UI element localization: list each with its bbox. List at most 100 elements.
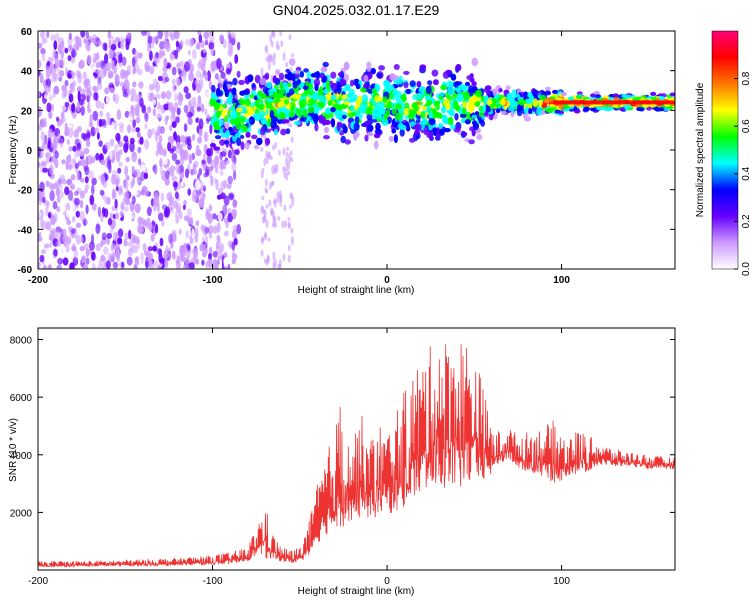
spectrogram-cell [207, 213, 214, 224]
spectrogram-cell [98, 140, 103, 148]
spectrogram-cell [178, 227, 182, 235]
spectrogram-cells [38, 31, 675, 269]
spectrogram-cell [471, 86, 477, 94]
spectrogram-cell [56, 206, 61, 213]
spectrogram-cell [370, 84, 375, 89]
spectrogram-cell [52, 91, 56, 98]
spectrogram-cell [287, 217, 291, 222]
spectrogram-cell [260, 67, 264, 77]
spectrogram-cell [40, 218, 45, 229]
spectrogram-cell [224, 90, 229, 98]
colorbar-ticks: 0.0 0.2 0.4 0.6 0.8 [734, 71, 750, 276]
spectrogram-cell [118, 161, 123, 167]
spectrogram-cell [75, 222, 82, 229]
spectrogram-cell [266, 98, 274, 103]
spectrogram-cell [208, 80, 212, 90]
spectrogram-cell [92, 85, 97, 92]
spectrogram-cell [254, 114, 262, 121]
spectrogram-cell [193, 169, 197, 175]
spectrogram-cell [231, 152, 235, 164]
spectrogram-cell [254, 108, 260, 115]
spectrogram-cell [157, 31, 163, 40]
spectrogram-cell [119, 261, 122, 267]
spectrogram-cell [160, 192, 165, 202]
spectrogram-cell [349, 79, 354, 87]
spectrogram-cell [56, 195, 61, 203]
spectrogram-cell [44, 243, 50, 249]
spectrogram-cell [194, 179, 201, 191]
spectrogram-cell [47, 264, 53, 269]
spectrogram-cell [182, 149, 189, 161]
spectrogram-cell [64, 80, 69, 87]
spectrogram-cell [214, 73, 219, 80]
spectrogram-cell [74, 190, 79, 196]
spectrogram-cell [115, 37, 121, 43]
spectrogram-cell [367, 124, 374, 132]
spectrogram-cell [50, 103, 54, 112]
spectrogram-cell [525, 98, 532, 105]
spectrogram-cell [250, 90, 257, 96]
spectrogram-cell [79, 199, 84, 209]
spectrogram-cell [187, 112, 194, 118]
spectrogram-cell [214, 155, 220, 166]
spectrogram-cell [125, 241, 131, 247]
spectrogram-cell [413, 124, 419, 130]
spectrogram-cell [273, 199, 276, 205]
spectrogram-cell [363, 83, 368, 89]
spectrogram-cell [593, 91, 600, 95]
spectrogram-cell [186, 137, 191, 144]
spectrogram-cell [392, 89, 399, 98]
spectrogram-cell [171, 78, 176, 84]
y-tick-label: 8000 [10, 336, 33, 347]
spectrogram-cell [337, 104, 343, 111]
spectrogram-cell [142, 185, 147, 196]
spectrogram-cell [267, 60, 271, 71]
spectrogram-cell [139, 97, 144, 108]
spectrogram-cell [558, 110, 565, 115]
spectrogram-cell [372, 88, 377, 94]
spectrogram-cell [88, 241, 95, 251]
spectrogram-cell [191, 48, 197, 60]
spectrogram-cell [277, 149, 281, 156]
spectrogram-cell [39, 73, 44, 84]
spectrogram-cell [446, 80, 453, 88]
spectrogram-cell [187, 188, 191, 196]
spectrogram-cell [433, 79, 439, 86]
spectrogram-cell [338, 72, 343, 77]
spectrogram-cell [68, 32, 72, 40]
spectrogram-cell [142, 203, 147, 215]
spectrogram-cell [49, 62, 54, 71]
spectrogram-cell [71, 80, 77, 86]
spectrogram-cell [73, 248, 79, 260]
spectrogram-cell [117, 167, 122, 174]
spectrogram-cell [205, 91, 212, 100]
spectrogram-cell [473, 122, 479, 131]
spectrogram-cell [160, 188, 166, 194]
spectrogram-cell [208, 247, 213, 254]
spectrogram-cell [164, 76, 170, 83]
spectrogram-cell [158, 135, 163, 143]
spectrogram-cell [248, 116, 255, 125]
spectrogram-cell [127, 124, 132, 134]
spectrogram-cell [322, 61, 329, 68]
spectrogram-cell [486, 90, 491, 96]
spectrogram-cell [176, 78, 181, 87]
spectrogram-cell [182, 204, 186, 210]
spectrogram-cell [220, 181, 226, 191]
spectrogram-cell [188, 71, 195, 82]
y-tick-label: 60 [21, 27, 33, 38]
spectrogram-cell [59, 70, 65, 77]
spectrogram-cell [447, 86, 454, 96]
spectrogram-cell [222, 204, 228, 216]
spectrogram-cell [191, 248, 197, 255]
spectrogram-cell [71, 228, 76, 234]
spectrogram-cell [163, 40, 170, 50]
spectrogram-cell [53, 40, 58, 51]
spectrogram-cell [420, 111, 426, 119]
spectrogram-cell [230, 118, 236, 125]
spectrogram-cell [141, 104, 147, 114]
spectrogram-cell [270, 119, 277, 129]
spectrogram-cell [187, 116, 193, 126]
spectrogram-cell [179, 60, 184, 67]
